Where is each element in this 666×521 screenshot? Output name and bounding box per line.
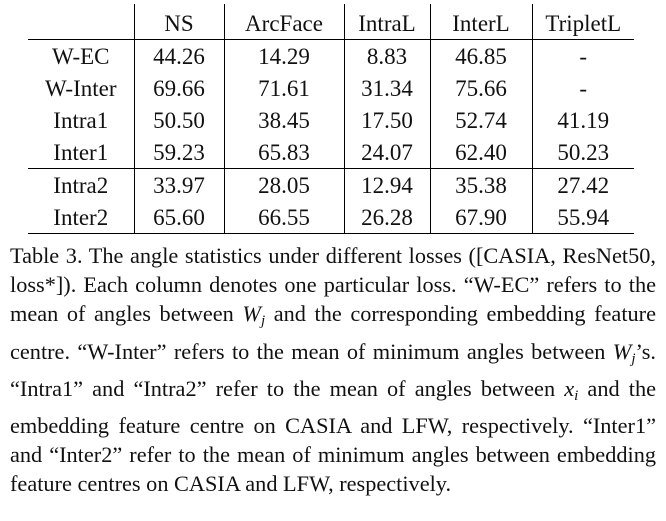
row-label: Inter1 (28, 136, 135, 169)
table-row: Intra2 33.97 28.05 12.94 35.38 27.42 (28, 168, 634, 201)
caption-text-4: and the embedding feature centre on CASI… (10, 375, 656, 497)
table-cell: 50.23 (557, 139, 610, 165)
table-cell: 27.42 (557, 172, 610, 198)
table-cell: 62.40 (430, 136, 533, 169)
table-row: Intra1 50.50 38.45 17.50 52.74 41.19 (28, 104, 634, 136)
angle-statistics-table: NS ArcFace IntraL InterL TripletL W-EC 4… (28, 4, 634, 234)
table-cell: 28.05 (224, 168, 345, 201)
caption-text-1: Table 3. The angle statistics under diff… (10, 243, 656, 327)
math-j-subscript: j (261, 313, 266, 330)
table-cell: 8.83 (344, 39, 431, 72)
table-cell: 26.28 (344, 201, 431, 234)
math-i-subscript: i (574, 387, 579, 404)
table-header-row: NS ArcFace IntraL InterL TripletL (28, 4, 634, 40)
table-cell: 65.83 (224, 136, 345, 169)
header-cell: NS (134, 4, 225, 40)
caption-text-2: and the corresponding embedding feature … (10, 301, 656, 364)
header-cell: ArcFace (224, 4, 345, 40)
table-row: Inter2 65.60 66.55 26.28 67.90 55.94 (28, 201, 634, 234)
table-cell: 66.55 (224, 201, 345, 234)
table-caption: Table 3. The angle statistics under diff… (10, 241, 656, 499)
header-cell (28, 4, 135, 40)
math-j-subscript: j (631, 350, 636, 367)
table-cell: 31.34 (344, 72, 431, 104)
table-cell: - (579, 75, 588, 101)
table-cell: 46.85 (430, 39, 533, 72)
caption-text-3: ’s. “Intra1” and “Intra2” refer to the m… (10, 338, 656, 401)
table-cell: 41.19 (557, 107, 610, 133)
row-label: W-Inter (28, 72, 135, 104)
math-w-symbol: W (242, 301, 261, 327)
table-cell: - (579, 43, 588, 69)
table-cell: 71.61 (224, 72, 345, 104)
row-label: Inter2 (28, 201, 135, 234)
table-row: W-EC 44.26 14.29 8.83 46.85 - (28, 39, 634, 72)
table-row: W-Inter 69.66 71.61 31.34 75.66 - (28, 72, 634, 104)
table-cell: 12.94 (344, 168, 431, 201)
math-x-symbol: x (564, 375, 575, 401)
table-cell: 55.94 (557, 204, 610, 230)
header-cell: InterL (430, 4, 533, 40)
header-cell: TripletL (545, 10, 622, 36)
table-cell: 14.29 (224, 39, 345, 72)
header-cell: IntraL (344, 4, 431, 40)
table-cell: 38.45 (224, 104, 345, 136)
table-cell: 44.26 (134, 39, 225, 72)
table-cell: 35.38 (430, 168, 533, 201)
table-cell: 67.90 (430, 201, 533, 234)
table-row: Inter1 59.23 65.83 24.07 62.40 50.23 (28, 136, 634, 169)
table-cell: 17.50 (344, 104, 431, 136)
row-label: Intra1 (28, 104, 135, 136)
table-cell: 24.07 (344, 136, 431, 169)
row-label: Intra2 (28, 168, 135, 201)
table-cell: 65.60 (134, 201, 225, 234)
math-w-symbol: W (612, 338, 632, 364)
table-cell: 59.23 (134, 136, 225, 169)
table-cell: 52.74 (430, 104, 533, 136)
table-cell: 50.50 (134, 104, 225, 136)
row-label: W-EC (28, 39, 135, 72)
table-cell: 69.66 (134, 72, 225, 104)
table-cell: 75.66 (430, 72, 533, 104)
table-cell: 33.97 (134, 168, 225, 201)
